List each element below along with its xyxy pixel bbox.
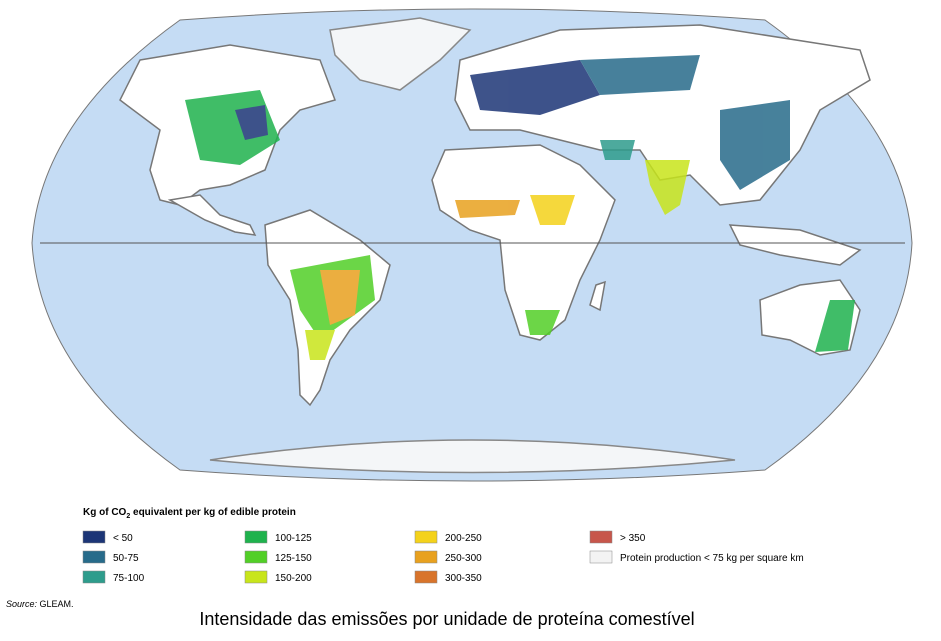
legend-swatch <box>244 530 268 544</box>
legend-label: 100-125 <box>275 533 312 544</box>
source: Source: GLEAM. <box>6 599 74 609</box>
legend-swatch <box>82 550 106 564</box>
legend-title-suffix: equivalent per kg of edible protein <box>130 507 296 518</box>
source-text: GLEAM. <box>40 599 74 609</box>
madagascar <box>589 280 606 312</box>
legend-title-prefix: Kg of CO <box>83 507 127 518</box>
legend-label: < 50 <box>113 533 133 544</box>
legend-label: 250-300 <box>445 553 482 564</box>
legend-swatch <box>589 550 613 564</box>
legend-swatch <box>82 570 106 584</box>
legend-swatch <box>82 530 106 544</box>
legend-swatch <box>589 530 613 544</box>
indonesia <box>728 224 862 266</box>
legend-swatch <box>414 570 438 584</box>
antarctica <box>209 439 736 474</box>
legend-title-subscript: 2 <box>126 513 130 520</box>
legend-swatch <box>244 550 268 564</box>
emission-patches <box>185 55 855 360</box>
source-label: Source: <box>6 599 38 609</box>
central-america <box>167 194 257 236</box>
legend-title: Kg of CO2 equivalent per kg of edible pr… <box>83 507 296 520</box>
caption: Intensidade das emissões por unidade de … <box>199 609 694 629</box>
legend-label: 50-75 <box>113 553 139 564</box>
legend-label: 125-150 <box>275 553 312 564</box>
greenland <box>329 17 472 91</box>
legend-label: > 350 <box>620 533 646 544</box>
legend-swatch <box>414 530 438 544</box>
legend-label: 300-350 <box>445 573 482 584</box>
legend-label: Protein production < 75 kg per square km <box>620 553 804 564</box>
legend-swatch <box>244 570 268 584</box>
legend-swatch <box>414 550 438 564</box>
legend-label: 75-100 <box>113 573 145 584</box>
legend-label: 150-200 <box>275 573 312 584</box>
legend-label: 200-250 <box>445 533 482 544</box>
